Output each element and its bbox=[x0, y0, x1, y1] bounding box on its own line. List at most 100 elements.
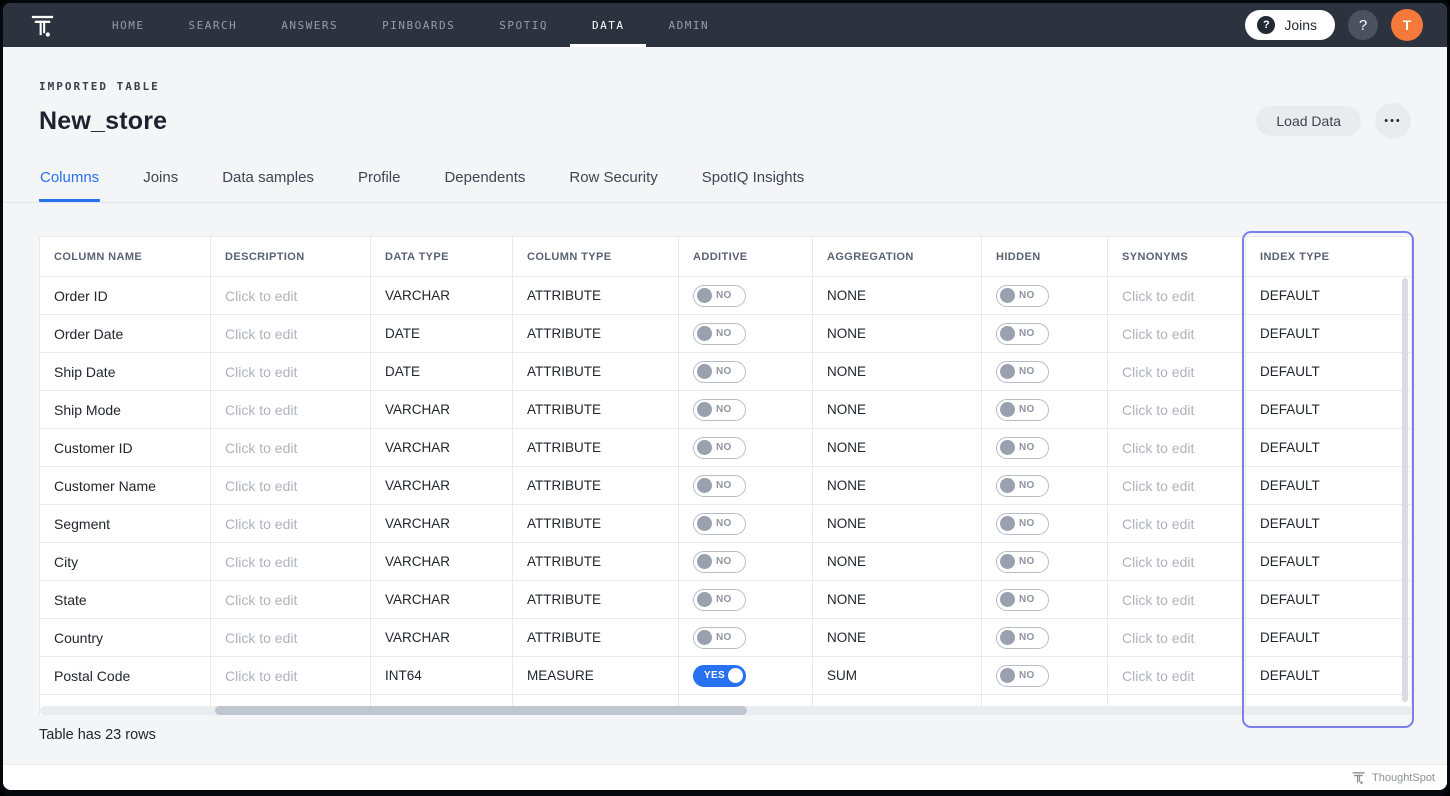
tab-row-security[interactable]: Row Security bbox=[569, 169, 658, 186]
synonyms-cell[interactable]: Click to edit bbox=[1108, 391, 1246, 429]
additive-toggle[interactable]: NO bbox=[693, 398, 746, 421]
aggregation-cell[interactable]: NONE bbox=[813, 619, 982, 657]
tab-dependents[interactable]: Dependents bbox=[444, 169, 526, 186]
additive-toggle[interactable]: NO bbox=[693, 512, 746, 535]
user-avatar[interactable]: T bbox=[1391, 9, 1423, 41]
additive-toggle[interactable]: NO bbox=[693, 550, 746, 573]
hidden-toggle[interactable]: NO bbox=[996, 360, 1049, 383]
data-type-cell[interactable]: VARCHAR bbox=[371, 505, 513, 543]
synonyms-cell[interactable]: Click to edit bbox=[1108, 315, 1246, 353]
additive-toggle[interactable]: NO bbox=[693, 284, 746, 307]
data-type-cell[interactable]: VARCHAR bbox=[371, 277, 513, 315]
additive-toggle[interactable]: NO bbox=[693, 588, 746, 611]
additive-toggle[interactable]: NO bbox=[693, 626, 746, 649]
index-type-cell[interactable]: DEFAULT bbox=[1246, 581, 1411, 619]
data-type-cell[interactable]: VARCHAR bbox=[371, 391, 513, 429]
index-type-cell[interactable]: DEFAULT bbox=[1246, 429, 1411, 467]
synonyms-cell[interactable]: Click to edit bbox=[1108, 581, 1246, 619]
nav-item-admin[interactable]: ADMIN bbox=[668, 18, 710, 32]
joins-button[interactable]: ? Joins bbox=[1245, 10, 1335, 40]
tab-profile[interactable]: Profile bbox=[357, 169, 401, 186]
description-cell[interactable]: Click to edit bbox=[211, 429, 371, 467]
index-type-cell[interactable]: DEFAULT bbox=[1246, 505, 1411, 543]
index-type-cell[interactable]: DEFAULT bbox=[1246, 315, 1411, 353]
hidden-toggle[interactable]: NO bbox=[996, 550, 1049, 573]
synonyms-cell[interactable]: Click to edit bbox=[1108, 353, 1246, 391]
column-type-cell[interactable]: ATTRIBUTE bbox=[513, 619, 679, 657]
description-cell[interactable]: Click to edit bbox=[211, 581, 371, 619]
data-type-cell[interactable]: INT64 bbox=[371, 657, 513, 695]
additive-toggle[interactable]: NO bbox=[693, 322, 746, 345]
description-cell[interactable]: Click to edit bbox=[211, 619, 371, 657]
aggregation-cell[interactable]: NONE bbox=[813, 429, 982, 467]
synonyms-cell[interactable]: Click to edit bbox=[1108, 429, 1246, 467]
column-type-cell[interactable]: ATTRIBUTE bbox=[513, 353, 679, 391]
hidden-toggle[interactable]: NO bbox=[996, 398, 1049, 421]
hidden-toggle[interactable]: NO bbox=[996, 588, 1049, 611]
column-type-cell[interactable]: ATTRIBUTE bbox=[513, 467, 679, 505]
hidden-toggle[interactable]: NO bbox=[996, 664, 1049, 687]
index-type-cell[interactable]: DEFAULT bbox=[1246, 277, 1411, 315]
synonyms-cell[interactable]: Click to edit bbox=[1108, 619, 1246, 657]
index-type-cell[interactable]: DEFAULT bbox=[1246, 353, 1411, 391]
nav-item-answers[interactable]: ANSWERS bbox=[281, 18, 339, 32]
hidden-toggle[interactable]: NO bbox=[996, 512, 1049, 535]
nav-item-spotiq[interactable]: SPOTIQ bbox=[499, 18, 548, 32]
column-type-cell[interactable]: ATTRIBUTE bbox=[513, 581, 679, 619]
nav-item-data[interactable]: DATA bbox=[569, 3, 647, 47]
index-type-cell[interactable]: DEFAULT bbox=[1246, 657, 1411, 695]
data-type-cell[interactable]: VARCHAR bbox=[371, 581, 513, 619]
tab-data-samples[interactable]: Data samples bbox=[222, 169, 314, 186]
vertical-scrollbar[interactable] bbox=[1402, 278, 1408, 702]
index-type-cell[interactable]: DEFAULT bbox=[1246, 391, 1411, 429]
aggregation-cell[interactable]: NONE bbox=[813, 277, 982, 315]
column-type-cell[interactable]: ATTRIBUTE bbox=[513, 429, 679, 467]
data-type-cell[interactable]: VARCHAR bbox=[371, 619, 513, 657]
synonyms-cell[interactable]: Click to edit bbox=[1108, 505, 1246, 543]
thoughtspot-logo[interactable] bbox=[3, 3, 90, 47]
description-cell[interactable]: Click to edit bbox=[211, 543, 371, 581]
synonyms-cell[interactable]: Click to edit bbox=[1108, 277, 1246, 315]
synonyms-cell[interactable]: Click to edit bbox=[1108, 467, 1246, 505]
aggregation-cell[interactable]: NONE bbox=[813, 467, 982, 505]
hidden-toggle[interactable]: NO bbox=[996, 474, 1049, 497]
additive-toggle[interactable]: NO bbox=[693, 360, 746, 383]
description-cell[interactable]: Click to edit bbox=[211, 315, 371, 353]
column-type-cell[interactable]: ATTRIBUTE bbox=[513, 505, 679, 543]
column-type-cell[interactable]: ATTRIBUTE bbox=[513, 391, 679, 429]
description-cell[interactable]: Click to edit bbox=[211, 277, 371, 315]
load-data-button[interactable]: Load Data bbox=[1256, 106, 1361, 136]
additive-toggle[interactable]: YES bbox=[693, 664, 746, 687]
data-type-cell[interactable]: VARCHAR bbox=[371, 429, 513, 467]
tab-spotiq-insights[interactable]: SpotIQ Insights bbox=[701, 169, 805, 186]
description-cell[interactable]: Click to edit bbox=[211, 391, 371, 429]
index-type-cell[interactable]: DEFAULT bbox=[1246, 467, 1411, 505]
aggregation-cell[interactable]: NONE bbox=[813, 543, 982, 581]
synonyms-cell[interactable]: Click to edit bbox=[1108, 657, 1246, 695]
description-cell[interactable]: Click to edit bbox=[211, 353, 371, 391]
description-cell[interactable]: Click to edit bbox=[211, 467, 371, 505]
more-options-button[interactable]: ••• bbox=[1375, 103, 1411, 139]
aggregation-cell[interactable]: NONE bbox=[813, 581, 982, 619]
aggregation-cell[interactable]: NONE bbox=[813, 391, 982, 429]
hidden-toggle[interactable]: NO bbox=[996, 626, 1049, 649]
aggregation-cell[interactable]: SUM bbox=[813, 657, 982, 695]
nav-item-pinboards[interactable]: PINBOARDS bbox=[382, 18, 456, 32]
column-type-cell[interactable]: ATTRIBUTE bbox=[513, 277, 679, 315]
aggregation-cell[interactable]: NONE bbox=[813, 505, 982, 543]
hidden-toggle[interactable]: NO bbox=[996, 436, 1049, 459]
index-type-cell[interactable]: DEFAULT bbox=[1246, 619, 1411, 657]
synonyms-cell[interactable]: Click to edit bbox=[1108, 543, 1246, 581]
horizontal-scrollbar-thumb[interactable] bbox=[215, 706, 747, 715]
tab-joins[interactable]: Joins bbox=[143, 169, 179, 186]
data-type-cell[interactable]: DATE bbox=[371, 353, 513, 391]
hidden-toggle[interactable]: NO bbox=[996, 284, 1049, 307]
nav-item-search[interactable]: SEARCH bbox=[188, 18, 238, 32]
help-button[interactable]: ? bbox=[1348, 10, 1378, 40]
data-type-cell[interactable]: VARCHAR bbox=[371, 467, 513, 505]
additive-toggle[interactable]: NO bbox=[693, 474, 746, 497]
data-type-cell[interactable]: DATE bbox=[371, 315, 513, 353]
index-type-cell[interactable]: DEFAULT bbox=[1246, 543, 1411, 581]
description-cell[interactable]: Click to edit bbox=[211, 657, 371, 695]
aggregation-cell[interactable]: NONE bbox=[813, 353, 982, 391]
